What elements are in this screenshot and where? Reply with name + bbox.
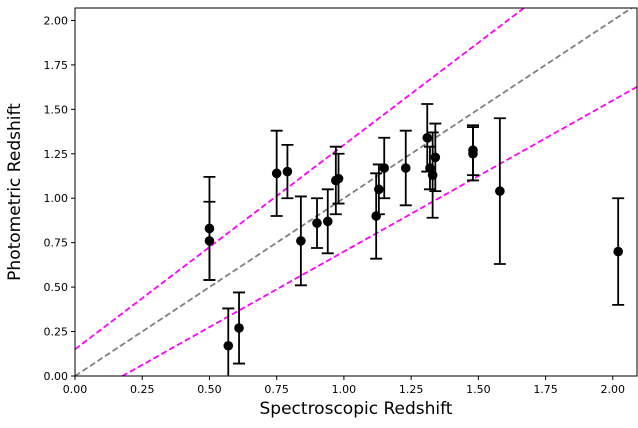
y-tick-label: 1.00 <box>44 192 69 205</box>
x-tick-label: 0.25 <box>130 383 155 396</box>
x-tick-label: 1.75 <box>533 383 558 396</box>
point <box>495 186 505 196</box>
y-tick-label: 0.00 <box>44 370 69 383</box>
point <box>468 145 478 156</box>
point <box>371 211 381 221</box>
reference-line <box>120 86 637 376</box>
point <box>234 323 244 333</box>
y-axis-label: Photometric Redshift <box>5 103 25 281</box>
point <box>223 340 234 351</box>
y-tick-label: 1.50 <box>44 103 69 116</box>
point <box>204 223 215 234</box>
point <box>400 163 411 173</box>
plot-area <box>75 8 637 376</box>
point <box>204 236 215 246</box>
point <box>430 152 441 163</box>
y-tick-label: 0.50 <box>44 281 69 294</box>
reference-line <box>75 8 526 351</box>
x-tick-label: 0.75 <box>264 383 289 396</box>
point <box>333 173 344 184</box>
point <box>379 163 390 173</box>
x-tick-label: 1.25 <box>399 383 424 396</box>
x-tick-label: 1.50 <box>466 383 491 396</box>
point <box>613 246 623 257</box>
x-tick-label: 1.00 <box>332 383 357 396</box>
point <box>271 168 282 179</box>
point <box>374 184 384 195</box>
y-tick-label: 0.75 <box>44 237 69 250</box>
x-tick-label: 0.00 <box>63 383 88 396</box>
x-axis-label: Spectroscopic Redshift <box>260 399 453 419</box>
reference-line <box>75 8 634 376</box>
y-tick-label: 0.25 <box>44 326 69 339</box>
point <box>322 216 333 227</box>
x-tick-label: 2.00 <box>601 383 626 396</box>
axes-frame <box>74 7 638 377</box>
x-tick-label: 0.50 <box>197 383 222 396</box>
point <box>296 236 306 246</box>
y-tick-label: 1.75 <box>44 59 69 72</box>
y-tick-label: 2.00 <box>44 14 69 27</box>
point <box>312 218 322 228</box>
y-tick-label: 1.25 <box>44 148 69 161</box>
point <box>427 170 438 180</box>
point <box>282 166 293 177</box>
point <box>422 132 433 143</box>
